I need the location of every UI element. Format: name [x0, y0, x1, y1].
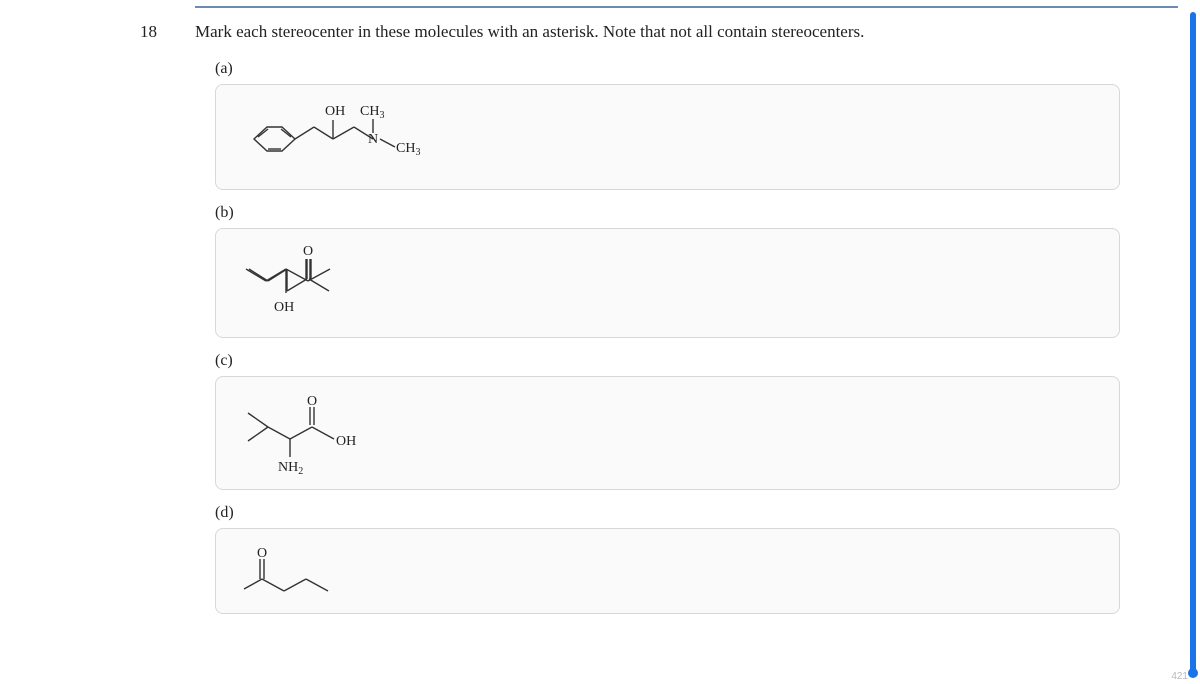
scrollbar-track[interactable] — [1190, 12, 1196, 674]
question-text: Mark each stereocenter in these molecule… — [195, 22, 864, 42]
question-row: 18 Mark each stereocenter in these molec… — [0, 22, 1200, 42]
label-nh2-c: NH2 — [278, 460, 303, 477]
label-o-c: O — [307, 394, 317, 409]
molecule-b-real: O OH — [234, 237, 394, 325]
label-oh-c: OH — [336, 434, 356, 449]
part-label-a: (a) — [215, 60, 1120, 78]
part-label-c: (c) — [215, 352, 1120, 370]
label-oh-b: OH — [274, 300, 294, 315]
question-number: 18 — [0, 22, 195, 42]
molecule-box-c: O OH NH2 — [215, 376, 1120, 490]
molecule-a: OH CH3 N CH3 — [234, 97, 454, 177]
scrollbar-thumb[interactable] — [1190, 12, 1196, 672]
content-area: 18 Mark each stereocenter in these molec… — [0, 22, 1200, 628]
part-label-d: (d) — [215, 504, 1120, 522]
part-label-b: (b) — [215, 204, 1120, 222]
molecule-box-b: O OH — [215, 228, 1120, 338]
molecule-d: O — [234, 541, 374, 601]
label-o-d: O — [257, 546, 267, 561]
label-ch3-top: CH3 — [360, 104, 384, 121]
molecule-box-d: O — [215, 528, 1120, 614]
molecule-c: O OH NH2 — [234, 389, 414, 477]
label-o-b: O — [303, 244, 313, 259]
parts-container: (a) OH CH3 — [215, 60, 1120, 614]
scroll-end-dot — [1188, 668, 1198, 678]
page-corner-number: 421 — [1171, 671, 1188, 682]
label-oh: OH — [325, 104, 345, 119]
molecule-box-a: OH CH3 N CH3 — [215, 84, 1120, 190]
top-divider — [195, 6, 1178, 8]
label-n: N — [368, 132, 378, 147]
label-ch3-right: CH3 — [396, 141, 420, 158]
